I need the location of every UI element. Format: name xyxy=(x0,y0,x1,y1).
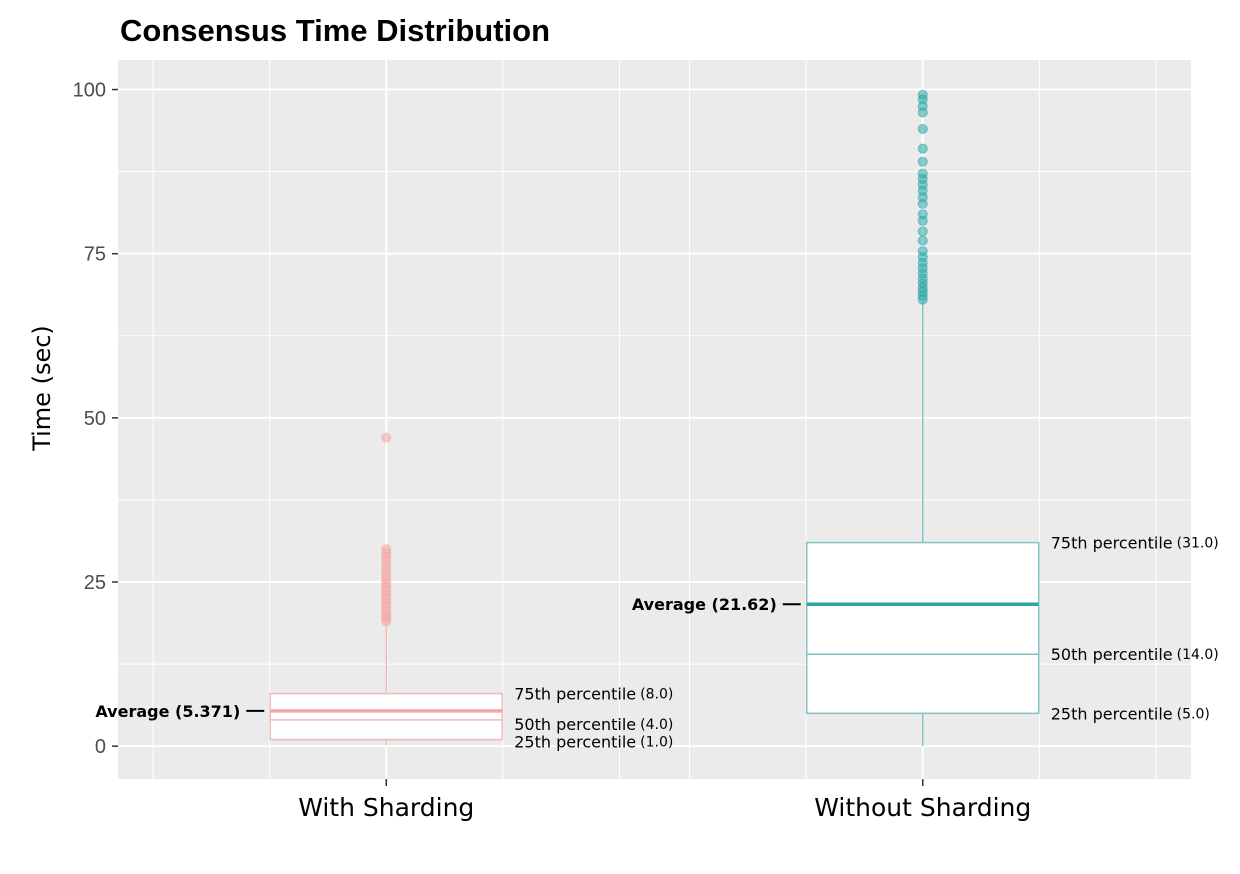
q1-percentile-value: (5.0) xyxy=(1177,706,1210,722)
outlier-point xyxy=(917,168,928,179)
y-axis: 0 25 50 75 100 xyxy=(73,80,118,758)
outlier-point xyxy=(917,89,928,100)
y-tick-label: 25 xyxy=(84,572,106,594)
x-tick-label: Without Sharding xyxy=(814,793,1031,822)
median-percentile-value: (4.0) xyxy=(640,717,673,733)
q3-percentile-label: 75th percentile xyxy=(514,685,636,704)
q3-percentile-value: (31.0) xyxy=(1177,536,1219,552)
outlier-point xyxy=(917,226,928,237)
q3-percentile-value: (8.0) xyxy=(640,687,673,703)
chart-title: Consensus Time Distribution xyxy=(120,13,550,48)
average-label: Average (21.62) xyxy=(632,595,777,614)
q1-percentile-label: 25th percentile xyxy=(1051,704,1173,723)
outlier-point xyxy=(381,432,392,443)
outlier-point xyxy=(917,156,928,167)
outlier-point xyxy=(917,245,928,257)
y-tick-label: 75 xyxy=(84,244,106,266)
y-tick-label: 100 xyxy=(73,80,106,102)
x-axis: With Sharding Without Sharding xyxy=(298,779,1031,822)
outlier-point xyxy=(917,209,928,220)
box-iqr xyxy=(806,541,1040,715)
q1-percentile-value: (1.0) xyxy=(640,735,673,751)
median-percentile-value: (14.0) xyxy=(1177,647,1219,663)
q1-percentile-label: 25th percentile xyxy=(514,733,636,752)
box-iqr xyxy=(269,692,503,741)
outlier-point xyxy=(381,544,392,555)
q3-percentile-label: 75th percentile xyxy=(1051,534,1173,553)
x-tick-label: With Sharding xyxy=(298,793,474,822)
y-tick-label: 0 xyxy=(95,736,106,758)
outlier-point xyxy=(917,123,928,135)
outlier-point xyxy=(917,235,928,246)
y-tick-label: 50 xyxy=(84,408,106,430)
box-series: Average (5.371)75th percentile (8.0)50th … xyxy=(95,89,1219,752)
y-axis-label: Time (sec) xyxy=(28,325,56,452)
average-label: Average (5.371) xyxy=(95,702,240,721)
median-percentile-label: 50th percentile xyxy=(514,715,636,734)
outlier-point xyxy=(917,143,928,154)
median-percentile-label: 50th percentile xyxy=(1051,645,1173,664)
